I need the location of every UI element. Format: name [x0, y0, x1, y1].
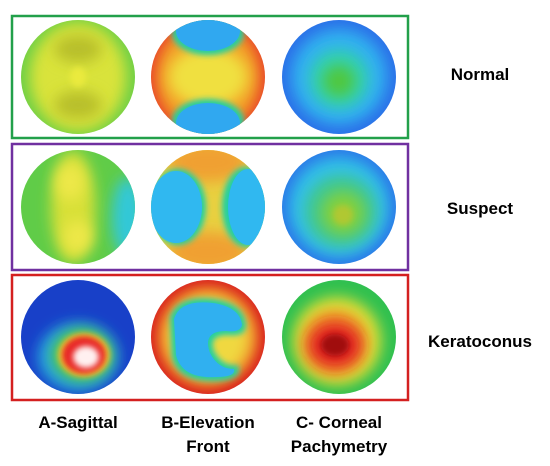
sagittal-map: [21, 150, 135, 264]
pachymetry-map: [282, 150, 396, 264]
elevation-map: [151, 280, 265, 394]
row-label: Normal: [451, 65, 510, 84]
elevation-map: [151, 20, 265, 134]
row-frame: [10, 273, 410, 402]
row-label: Keratoconus: [428, 332, 532, 351]
sagittal-map: [21, 280, 135, 394]
row-label: Suspect: [447, 199, 513, 218]
pachymetry-map: [282, 20, 396, 134]
column-label: B-Elevation: [161, 413, 255, 432]
sagittal-map: [21, 20, 135, 134]
column-labels: A-Sagittal B-Elevation Front C- Corneal Pach…: [38, 413, 387, 456]
column-label: Pachymetry: [291, 437, 388, 456]
elevation-map: [151, 150, 265, 264]
column-label: A-Sagittal: [38, 413, 117, 432]
row-frame: [10, 142, 410, 272]
row-frame: [10, 14, 410, 140]
column-label: C- Corneal: [296, 413, 382, 432]
pachymetry-map: [282, 280, 396, 394]
column-label: Front: [186, 437, 230, 456]
